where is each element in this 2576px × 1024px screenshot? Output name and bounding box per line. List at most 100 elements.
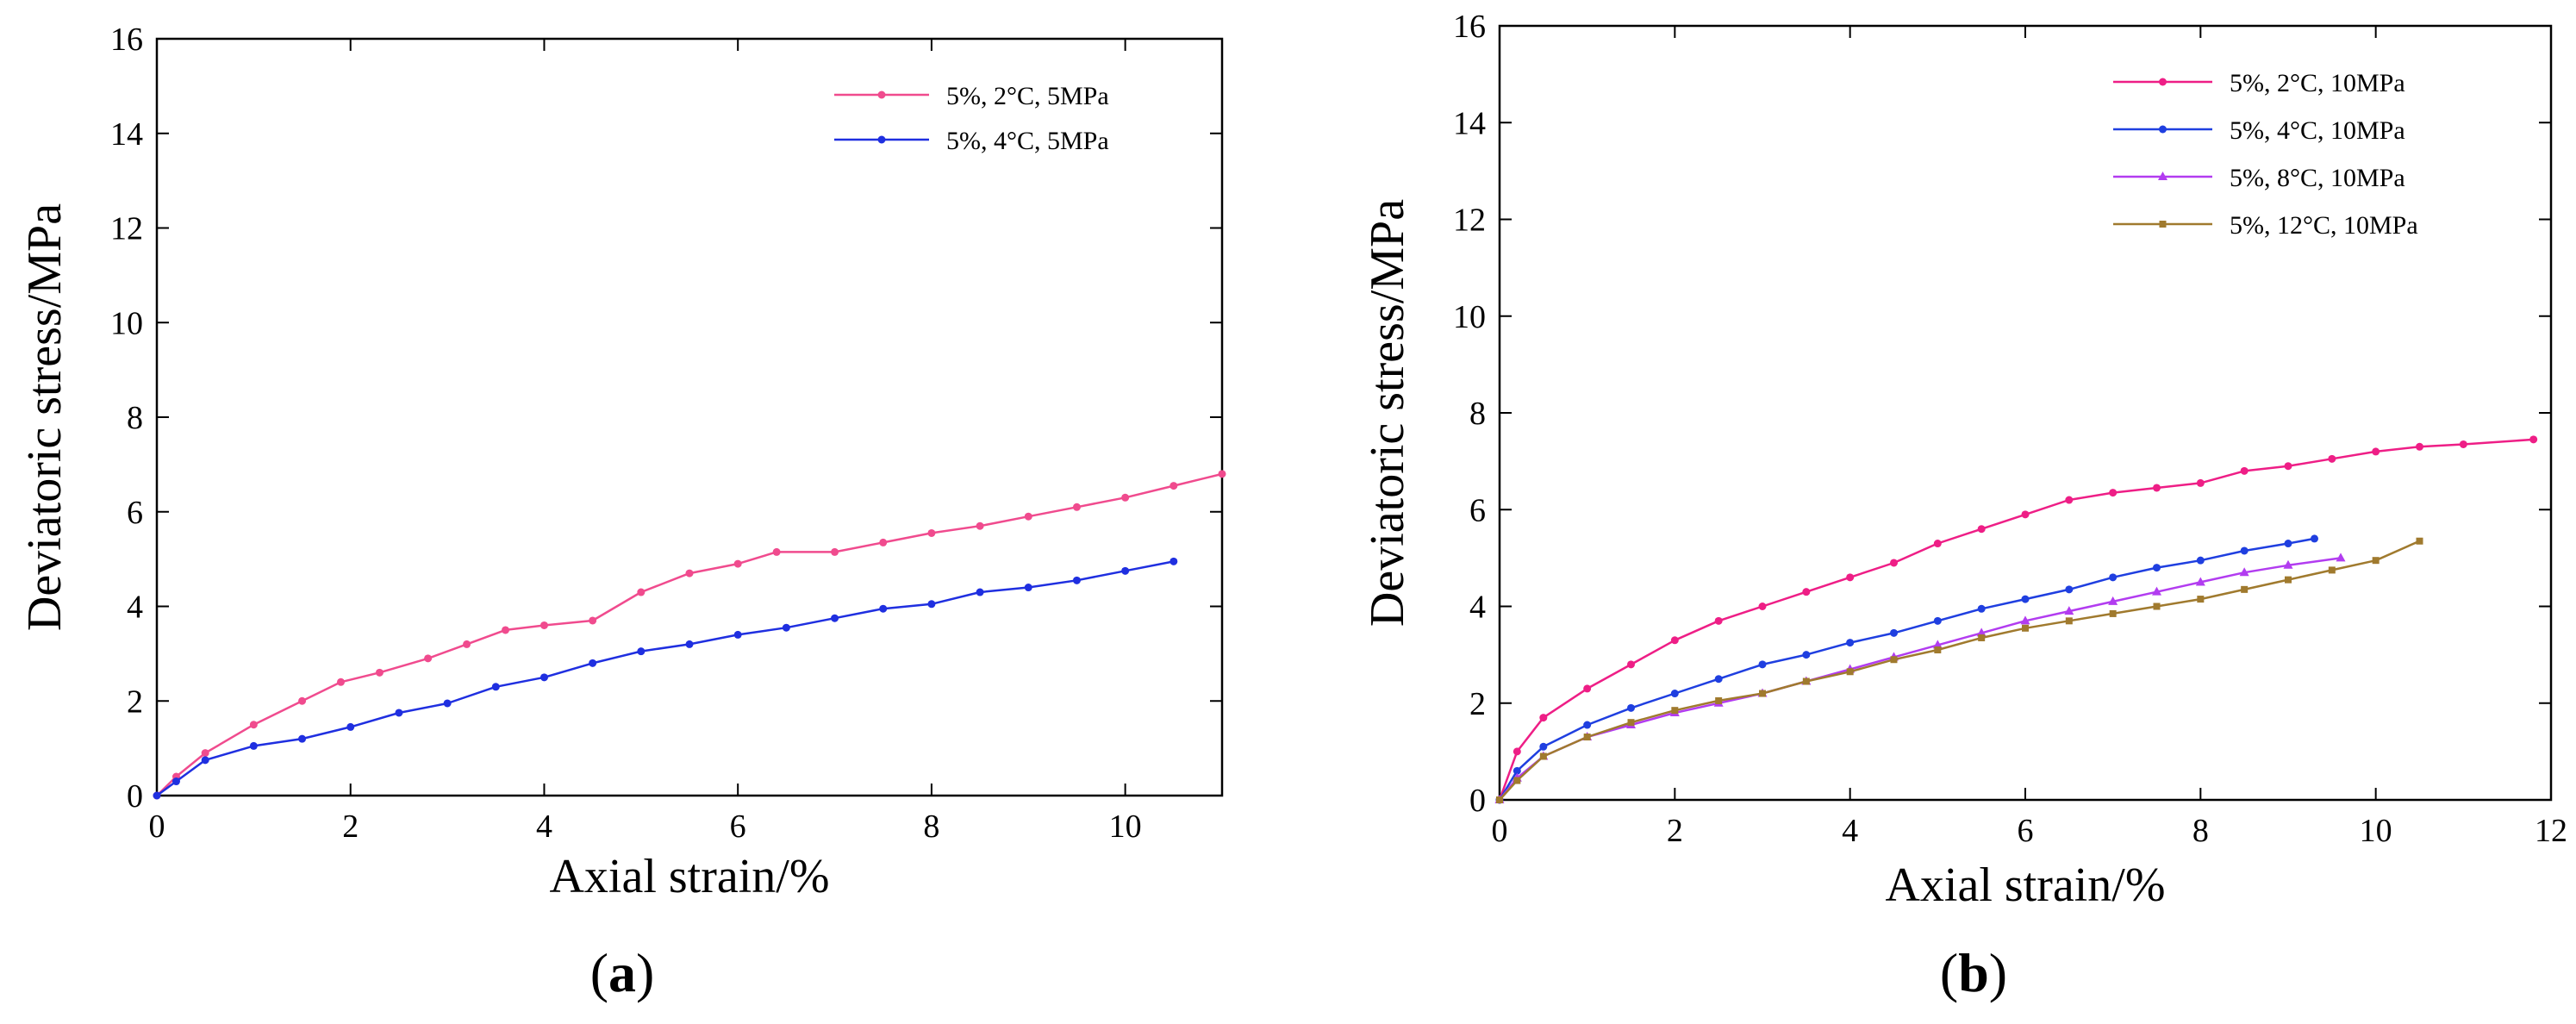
- data-point-b-2: [2311, 534, 2318, 543]
- data-point-b-1: [2529, 435, 2538, 444]
- data-point-b-1: [2153, 484, 2161, 492]
- data-point-b-4: [2416, 537, 2423, 545]
- y-tick-label-a: 10: [110, 305, 143, 341]
- y-tick-label-a: 12: [110, 211, 143, 247]
- x-tick-label-a: 0: [149, 809, 165, 845]
- x-tick-label-b: 6: [2018, 813, 2034, 849]
- series-a-2: [153, 557, 1178, 800]
- y-tick-label-b: 14: [1453, 105, 1486, 141]
- x-tick-label-a: 2: [342, 809, 359, 845]
- series-line-a-1: [156, 472, 1223, 796]
- data-point-b-3: [2283, 559, 2293, 569]
- data-point-b-2: [1846, 639, 1855, 647]
- panel-a-caption-letter: a: [608, 942, 636, 1003]
- data-point-b-3: [1976, 628, 1987, 637]
- data-point-a-1: [1169, 482, 1178, 490]
- legend-marker-a-2: [877, 135, 886, 144]
- y-axis-title-a: Deviatoric stress/MPa: [18, 203, 72, 631]
- legend-marker-b-1: [2159, 78, 2167, 86]
- y-tick-label-a: 16: [110, 22, 143, 58]
- data-point-a-2: [443, 699, 452, 708]
- data-point-a-1: [976, 521, 984, 530]
- y-axis-title-b: Deviatoric stress/MPa: [1361, 199, 1414, 627]
- x-tick-label-b: 10: [2360, 813, 2392, 849]
- panel-b-caption-close: ): [1989, 942, 2007, 1003]
- series-line-b-4: [1499, 540, 2421, 801]
- y-tick-label-a: 14: [110, 116, 143, 153]
- data-point-b-2: [1583, 721, 1592, 729]
- data-point-b-1: [1802, 588, 1811, 596]
- data-point-a-1: [637, 588, 646, 596]
- data-point-a-1: [463, 640, 471, 648]
- data-point-a-1: [879, 538, 888, 546]
- x-tick-label-b: 4: [1842, 813, 1858, 849]
- data-point-a-2: [540, 673, 548, 682]
- legend-label-a-1: 5%, 2°C, 5MPa: [946, 82, 1109, 110]
- y-tick-label-b: 12: [1453, 203, 1486, 239]
- data-point-b-1: [1670, 636, 1679, 645]
- y-tick-label-b: 6: [1469, 492, 1486, 528]
- data-point-b-1: [1714, 616, 1723, 625]
- panel-b-caption: (b): [1940, 942, 2007, 1003]
- data-point-a-1: [249, 721, 258, 729]
- data-point-a-1: [298, 696, 307, 705]
- x-tick-label-b: 2: [1667, 813, 1683, 849]
- data-point-a-2: [782, 623, 790, 632]
- data-point-b-4: [1759, 690, 1766, 697]
- data-point-a-1: [1121, 493, 1130, 502]
- data-point-b-4: [2241, 585, 2249, 593]
- data-point-b-3: [2336, 553, 2346, 562]
- panel-a-caption-open: (: [590, 942, 608, 1003]
- y-tick-label-b: 2: [1469, 686, 1486, 722]
- data-point-b-3: [2064, 606, 2074, 615]
- data-point-a-2: [927, 600, 936, 609]
- data-point-a-2: [491, 683, 500, 691]
- data-point-a-2: [1169, 557, 1178, 565]
- series-b-2: [1495, 534, 2318, 804]
- data-point-a-2: [879, 604, 888, 613]
- data-point-b-4: [2328, 566, 2336, 574]
- data-point-a-1: [201, 749, 209, 758]
- data-point-b-4: [1890, 656, 1898, 664]
- x-tick-label-a: 10: [1109, 809, 1142, 845]
- data-point-a-2: [201, 756, 209, 765]
- data-point-a-1: [831, 547, 839, 556]
- legend-label-b-1: 5%, 2°C, 10MPa: [2230, 69, 2405, 97]
- data-point-b-2: [1513, 766, 1521, 775]
- legend-marker-b-4: [2159, 221, 2167, 228]
- series-line-a-2: [156, 560, 1175, 797]
- y-tick-label-b: 0: [1469, 783, 1486, 819]
- data-point-b-2: [2240, 546, 2249, 555]
- data-point-a-1: [1072, 503, 1081, 511]
- panel-a-caption-close: ): [636, 942, 654, 1003]
- data-point-b-2: [1627, 703, 1635, 712]
- data-point-a-2: [346, 722, 355, 731]
- data-point-a-1: [336, 677, 345, 686]
- x-tick-label-b: 8: [2192, 813, 2209, 849]
- data-point-b-1: [2372, 447, 2380, 456]
- data-point-b-1: [2240, 466, 2249, 475]
- x-tick-label-a: 4: [536, 809, 552, 845]
- data-point-b-4: [2197, 596, 2205, 603]
- data-point-b-2: [2153, 564, 2161, 572]
- data-point-b-4: [1583, 734, 1591, 741]
- data-point-b-3: [2108, 596, 2118, 605]
- data-point-b-1: [1977, 525, 1986, 534]
- series-line-b-1: [1498, 438, 2534, 801]
- data-point-b-2: [1802, 651, 1811, 659]
- data-point-b-4: [1802, 677, 1810, 685]
- legend-label-b-4: 5%, 12°C, 10MPa: [2230, 211, 2418, 240]
- data-point-b-4: [1513, 777, 1521, 784]
- data-point-b-4: [2022, 624, 2029, 632]
- data-point-a-2: [1121, 566, 1130, 575]
- data-point-b-4: [1715, 696, 1723, 704]
- x-tick-label-a: 6: [730, 809, 746, 845]
- data-point-b-3: [2239, 567, 2249, 577]
- data-point-b-2: [2196, 556, 2205, 565]
- data-point-b-2: [2109, 573, 2118, 582]
- data-point-b-1: [2196, 478, 2205, 487]
- legend-a: 5%, 2°C, 5MPa 5%, 4°C, 5MPa: [834, 82, 1109, 155]
- data-point-a-1: [772, 547, 781, 556]
- data-point-b-4: [1539, 752, 1547, 760]
